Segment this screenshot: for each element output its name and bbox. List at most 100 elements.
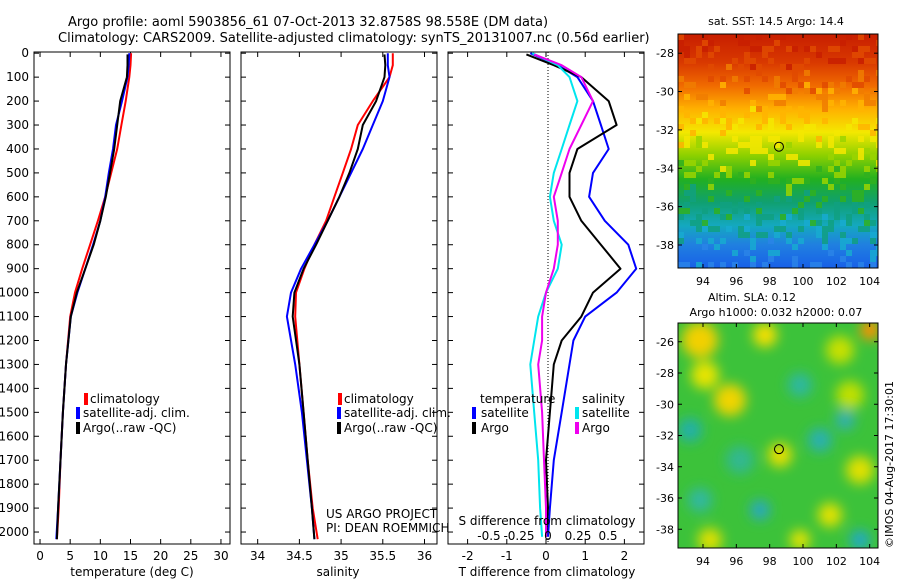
depth-tick-label: 200	[6, 94, 29, 108]
x-tick-label: 2	[621, 549, 629, 563]
x-tick-label: 30	[213, 549, 228, 563]
legend-s-argo: Argo	[582, 421, 610, 435]
x-tick-label: 35.5	[369, 549, 396, 563]
depth-tick-label: 1700	[0, 453, 29, 467]
lon-tick-label: 98	[763, 555, 777, 568]
temperature-plot: 0 5 10 15 20 25 30	[36, 52, 229, 563]
figure-title-line2: Climatology: CARS2009. Satellite-adjuste…	[58, 31, 650, 46]
legend-climatology: climatology	[90, 392, 160, 406]
sst-map	[678, 34, 878, 268]
legend-swatch-t-satellite	[472, 407, 476, 419]
legend-swatch-t-argo	[472, 422, 476, 434]
salinity-axis-label: salinity	[316, 565, 359, 579]
s-difference-tick-label: 0.25	[565, 529, 592, 543]
lat-tick-label: -36	[656, 201, 674, 214]
salinity-plot: 34 34.5 35 35.5 36	[250, 52, 432, 563]
depth-tick-label: 900	[6, 262, 29, 276]
x-tick-label: -2	[462, 549, 474, 563]
depth-tick-label: 700	[6, 214, 29, 228]
legend-argo: Argo(..raw -QC)	[344, 421, 437, 435]
lat-tick-label: -26	[656, 336, 674, 349]
lat-tick-label: -28	[656, 47, 674, 60]
figure-title-line1: Argo profile: aoml 5903856_61 07-Oct-201…	[68, 15, 548, 30]
x-tick-label: 0	[542, 549, 550, 563]
depth-tick-label: 1200	[0, 333, 29, 347]
series-line-argo-raw-qc-	[291, 54, 387, 540]
lon-tick-label: 102	[826, 555, 847, 568]
x-tick-label: 34	[250, 549, 265, 563]
salinity-panel	[240, 51, 438, 545]
x-tick-label: 36	[417, 549, 432, 563]
legend-title-temperature: temperature	[480, 392, 555, 406]
series-line-s-satellite	[529, 52, 579, 537]
depth-tick-label: 100	[6, 70, 29, 84]
series-line-climatology	[55, 53, 133, 540]
depth-tick-label: 400	[6, 142, 29, 156]
depth-axis: 0 100 200 300 400 500 600 700 800 900 1000 1100 1200…	[0, 46, 644, 539]
x-tick-label: 34.5	[286, 549, 313, 563]
t-difference-axis-label: T difference from climatology	[458, 565, 636, 579]
lat-tick-label: -30	[656, 86, 674, 99]
legend-swatch-satellite	[337, 407, 341, 419]
x-tick-label: -1	[501, 549, 513, 563]
lon-tick-label: 104	[859, 555, 880, 568]
depth-tick-label: 1100	[0, 310, 29, 324]
pi-credit: PI: DEAN ROEMMICH	[326, 521, 449, 535]
lat-tick-label: -36	[656, 492, 674, 505]
lat-tick-label: -30	[656, 398, 674, 411]
depth-tick-label: 300	[6, 118, 29, 132]
lon-tick-label: 100	[793, 555, 814, 568]
temperature-panel	[33, 51, 231, 545]
x-tick-label: 15	[123, 549, 138, 563]
depth-tick-label: 800	[6, 238, 29, 252]
x-tick-label: 25	[183, 549, 198, 563]
x-tick-label: 20	[153, 549, 168, 563]
x-tick-label: 1	[581, 549, 589, 563]
legend-swatch-climatology	[84, 393, 88, 405]
legend-swatch-climatology	[338, 393, 342, 405]
lon-tick-label: 104	[859, 275, 880, 288]
legend-title-salinity: salinity	[582, 392, 625, 406]
sst-map-title: sat. SST: 14.5 Argo: 14.4	[708, 15, 844, 28]
legend-t-argo: Argo	[481, 421, 509, 435]
depth-tick-label: 1600	[0, 429, 29, 443]
x-tick-label: 10	[93, 549, 108, 563]
legend-satellite-adj-clim: satellite-adj. clim.	[83, 406, 190, 420]
legend-satellite-adj-clim: satellite-adj. clim.	[344, 406, 451, 420]
legend-t-satellite: satellite	[481, 406, 529, 420]
sla-map	[678, 323, 878, 548]
float-position-marker	[773, 444, 784, 455]
lon-tick-label: 100	[793, 275, 814, 288]
depth-tick-label: 1500	[0, 405, 29, 419]
salinity-legend: climatology satellite-adj. clim. Argo(..…	[337, 392, 451, 435]
sla-map-title-1: Altim. SLA: 0.12	[708, 291, 796, 304]
legend-argo: Argo(..raw -QC)	[83, 421, 176, 435]
lon-tick-label: 94	[696, 275, 710, 288]
depth-tick-label: 1800	[0, 477, 29, 491]
series-line-satellite-adj-clim-	[285, 53, 391, 540]
series-line-satellite-adj-clim-	[55, 53, 131, 540]
sst-map-frame	[677, 33, 879, 269]
s-difference-tick-label: -0.5	[477, 529, 500, 543]
lon-tick-label: 96	[729, 555, 743, 568]
lat-tick-label: -34	[656, 461, 674, 474]
difference-plot: -2 -1 0 1 2	[462, 52, 638, 563]
depth-tick-label: 2000	[0, 525, 29, 539]
depth-tick-label: 0	[21, 46, 29, 60]
depth-tick-label: 1400	[0, 381, 29, 395]
lon-tick-label: 94	[696, 555, 710, 568]
float-position-marker	[773, 141, 784, 152]
temperature-axis-label: temperature (deg C)	[70, 565, 193, 579]
x-tick-label: 5	[66, 549, 74, 563]
lon-tick-label: 96	[729, 275, 743, 288]
s-difference-tick-label: 0	[544, 529, 552, 543]
legend-s-satellite: satellite	[582, 406, 630, 420]
depth-tick-label: 600	[6, 190, 29, 204]
lat-tick-label: -32	[656, 124, 674, 137]
depth-tick-label: 1900	[0, 501, 29, 515]
sst-map-axes: 94 96 98 100 102 104 -28 -30 -32 -34 -36 -38	[656, 34, 880, 288]
x-tick-label: 35	[333, 549, 348, 563]
imos-timestamp: ©IMOS 04-Aug-2017 17:30:01	[883, 381, 896, 548]
depth-tick-label: 500	[6, 166, 29, 180]
temperature-legend: climatology satellite-adj. clim. Argo(..…	[76, 392, 190, 435]
